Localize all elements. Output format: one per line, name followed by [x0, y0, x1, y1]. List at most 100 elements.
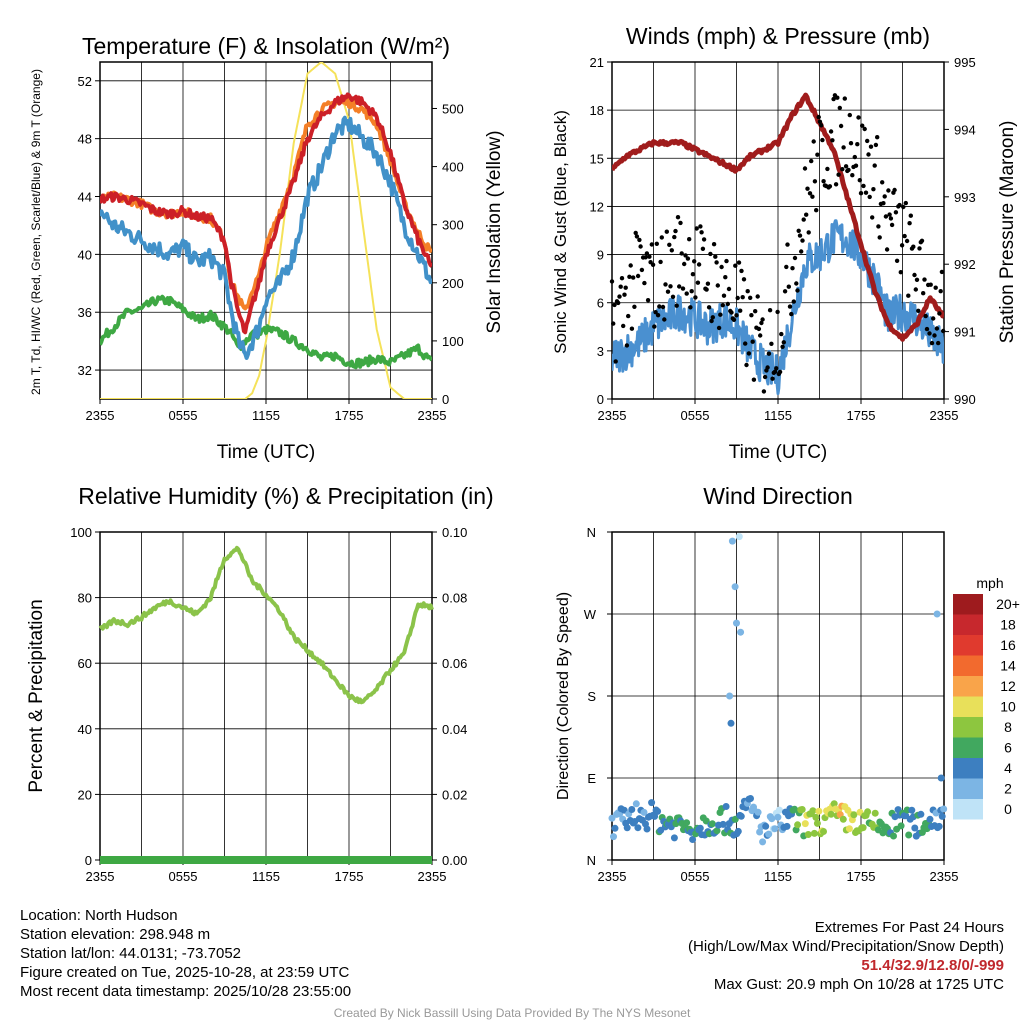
- gust-point: [833, 182, 839, 187]
- gust-point: [936, 340, 941, 346]
- direction-point: [933, 610, 941, 618]
- gust-point: [709, 318, 714, 324]
- gust-point: [806, 230, 811, 235]
- gust-point: [705, 281, 711, 286]
- gust-point: [735, 295, 740, 301]
- gust-point: [619, 276, 625, 281]
- gust-point: [631, 275, 636, 280]
- gust-point: [855, 142, 860, 147]
- y2-tick-label: 0: [442, 392, 449, 407]
- direction-point: [610, 833, 617, 841]
- direction-point: [908, 806, 916, 814]
- gust-point: [723, 275, 728, 280]
- direction-point: [804, 831, 812, 838]
- gust-point: [670, 294, 676, 299]
- gust-point: [786, 284, 791, 289]
- y-tick-label: 48: [78, 132, 92, 147]
- legend-label: 10: [1000, 699, 1016, 715]
- y-tick-label: 21: [590, 55, 604, 70]
- gust-point: [907, 221, 912, 226]
- gust-point: [817, 119, 823, 124]
- gust-point: [616, 300, 621, 306]
- recent-text: Most recent data timestamp: 2025/10/28 2…: [20, 983, 352, 1000]
- gust-point: [865, 138, 870, 144]
- gust-point: [699, 230, 704, 235]
- y-tick-label: 12: [590, 199, 604, 214]
- elevation-text: Station elevation: 298.948 m: [20, 926, 211, 943]
- gust-point: [872, 163, 877, 168]
- direction-point: [809, 807, 817, 815]
- gust-point: [739, 268, 744, 274]
- gust-point: [756, 326, 762, 332]
- gust-point: [643, 255, 648, 260]
- gust-point: [715, 283, 720, 288]
- gust-point: [758, 333, 763, 338]
- gust-point: [802, 166, 808, 171]
- legend-swatch: [953, 799, 983, 820]
- legend-swatch: [953, 778, 983, 799]
- series-line-2m-t: [100, 92, 432, 335]
- gust-point: [663, 282, 668, 287]
- panel-2: [607, 61, 949, 404]
- gust-point: [843, 164, 849, 169]
- gust-point: [902, 233, 907, 239]
- gust-point: [654, 241, 659, 246]
- x-tick-label: 1155: [764, 869, 792, 884]
- gust-point: [693, 295, 698, 300]
- legend-swatch: [953, 737, 983, 758]
- y-axis-label: 2m T, Td, HI/WC (Red, Green, Scarlet/Blu…: [29, 69, 43, 395]
- gust-point: [637, 237, 642, 243]
- y2-tick-label: 995: [954, 55, 976, 70]
- gust-point: [753, 309, 758, 314]
- gust-point: [837, 105, 842, 111]
- gust-point: [644, 251, 650, 256]
- gust-point: [914, 277, 920, 282]
- direction-point: [654, 807, 662, 815]
- gust-point: [765, 365, 770, 370]
- gust-point: [645, 298, 651, 303]
- gust-point: [789, 311, 794, 317]
- gust-point: [790, 266, 795, 271]
- gust-point: [908, 213, 913, 218]
- gust-point: [906, 293, 911, 298]
- gust-point: [655, 313, 661, 318]
- gust-point: [751, 377, 757, 382]
- gust-point: [782, 289, 788, 294]
- direction-point: [632, 800, 640, 808]
- gust-point: [830, 138, 835, 143]
- y-tick-label: N: [587, 525, 596, 540]
- x-tick-label: 1755: [335, 869, 364, 884]
- gust-point: [729, 310, 734, 315]
- panel-1: [95, 61, 437, 404]
- gust-point: [828, 129, 834, 134]
- legend-swatch: [953, 655, 983, 676]
- gust-point: [689, 289, 694, 294]
- direction-point: [608, 814, 616, 822]
- direction-point: [648, 799, 656, 807]
- gust-point: [632, 304, 637, 309]
- gust-point: [657, 304, 662, 309]
- gust-point: [848, 141, 854, 146]
- gust-point: [809, 158, 814, 164]
- gust-point: [629, 326, 635, 331]
- gust-point: [916, 308, 921, 313]
- gust-point: [863, 190, 869, 195]
- direction-point: [737, 812, 745, 820]
- y-tick-label: N: [587, 853, 596, 868]
- gust-point: [917, 246, 922, 251]
- gust-point: [622, 292, 627, 297]
- x-tick-label: 2355: [86, 408, 115, 423]
- gust-point: [825, 166, 830, 172]
- legend-swatch: [953, 676, 983, 697]
- x-tick-label: 1755: [847, 408, 876, 423]
- gust-point: [649, 242, 654, 247]
- legend-label: 2: [1004, 781, 1012, 797]
- gust-point: [835, 95, 840, 100]
- direction-point: [812, 813, 820, 821]
- gust-point: [868, 144, 874, 149]
- y-tick-label: 40: [78, 722, 92, 737]
- gust-point: [919, 238, 925, 243]
- direction-point: [810, 829, 818, 837]
- direction-point: [640, 808, 648, 816]
- legend-swatch: [953, 614, 983, 635]
